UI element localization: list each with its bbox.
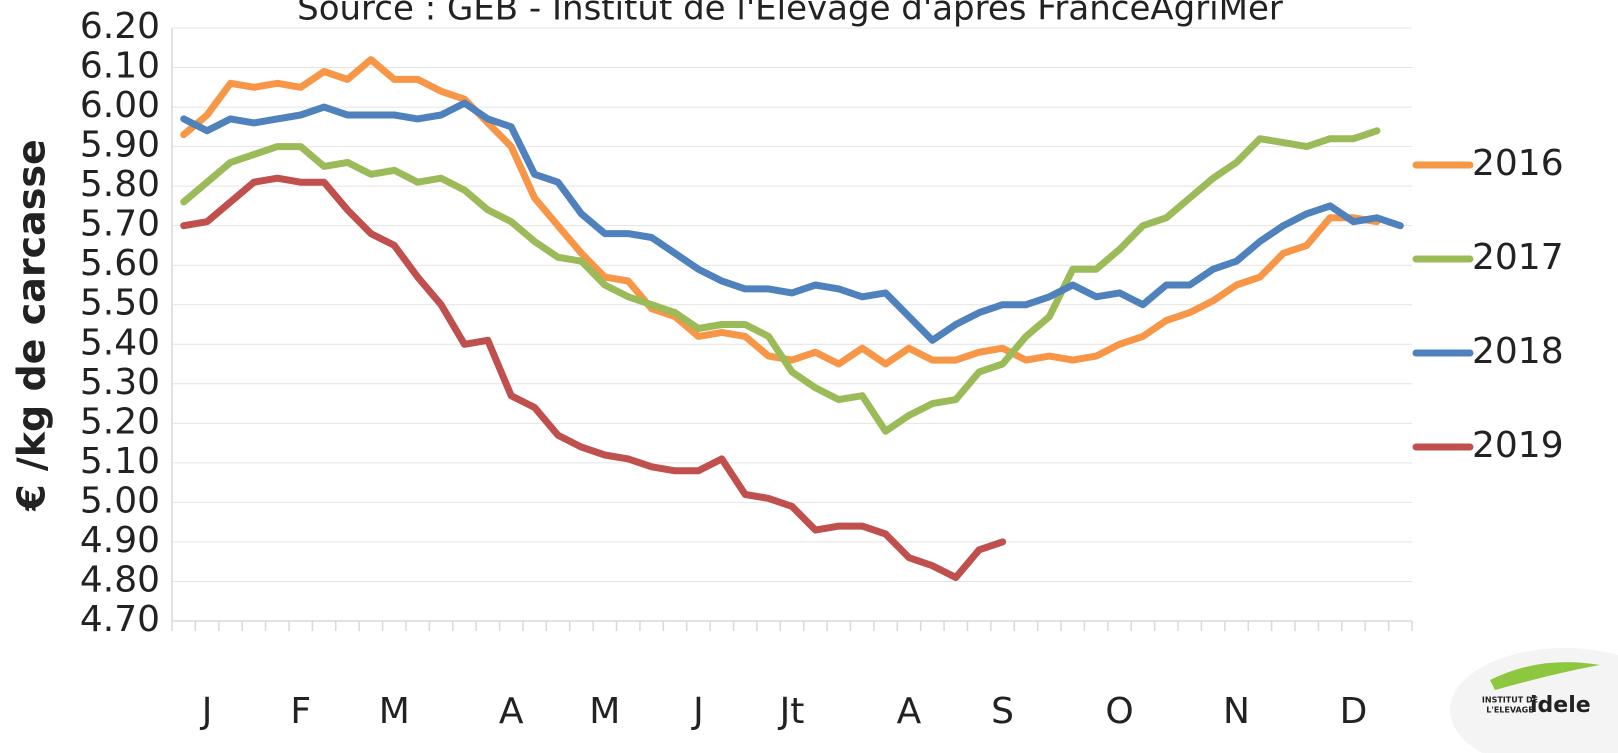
logo-text: L'ELEVAGE	[1486, 706, 1533, 715]
x-tick-label: Jt	[778, 691, 805, 732]
y-tick-label: 5.80	[80, 164, 160, 205]
x-tick-label: A	[499, 691, 524, 732]
y-tick-label: 6.20	[80, 6, 160, 47]
y-tick-label: 6.10	[80, 46, 160, 87]
y-tick-label: 4.80	[80, 559, 160, 600]
x-tick-label: M	[379, 691, 410, 732]
x-tick-label: J	[200, 691, 213, 732]
x-tick-label: J	[691, 691, 704, 732]
y-tick-label: 5.40	[80, 322, 160, 363]
x-tick-label: O	[1105, 691, 1133, 732]
y-tick-label: 5.70	[80, 204, 160, 245]
legend-label: 2018	[1472, 331, 1564, 372]
legend-label: 2017	[1472, 237, 1564, 278]
y-tick-label: 5.60	[80, 243, 160, 284]
y-tick-label: 4.70	[80, 599, 160, 640]
chart-title: Source : GEB - Institut de l'Elevage d'a…	[297, 0, 1283, 29]
x-tick-label: A	[897, 691, 922, 732]
logo-text: INSTITUT DE	[1482, 696, 1538, 705]
logo: INSTITUT DE L'ELEVAGE idele	[1450, 648, 1618, 753]
y-tick-label: 5.20	[80, 401, 160, 442]
x-tick-label: M	[589, 691, 620, 732]
y-tick-label: 5.30	[80, 362, 160, 403]
logo-swoosh	[1490, 662, 1600, 690]
y-tick-label: 5.10	[80, 441, 160, 482]
y-tick-label: 5.50	[80, 283, 160, 324]
series-line	[180, 127, 1381, 435]
y-tick-label: 5.90	[80, 125, 160, 166]
x-tick-label: N	[1223, 691, 1250, 732]
logo-brand: idele	[1530, 693, 1591, 718]
y-tick-label: 6.00	[80, 85, 160, 126]
x-tick-label: D	[1340, 691, 1368, 732]
series-line	[180, 99, 1404, 344]
y-tick-label: 5.00	[80, 480, 160, 521]
series-line	[180, 174, 1007, 581]
y-tick-label: 4.90	[80, 520, 160, 561]
y-axis-label: € /kg de carcasse	[10, 139, 54, 512]
x-tick-label: F	[290, 691, 311, 732]
legend-label: 2016	[1472, 143, 1564, 184]
logo-shape	[1450, 648, 1618, 753]
x-tick-label: S	[991, 691, 1014, 732]
series-line	[180, 56, 1381, 368]
legend-label: 2019	[1472, 425, 1564, 466]
